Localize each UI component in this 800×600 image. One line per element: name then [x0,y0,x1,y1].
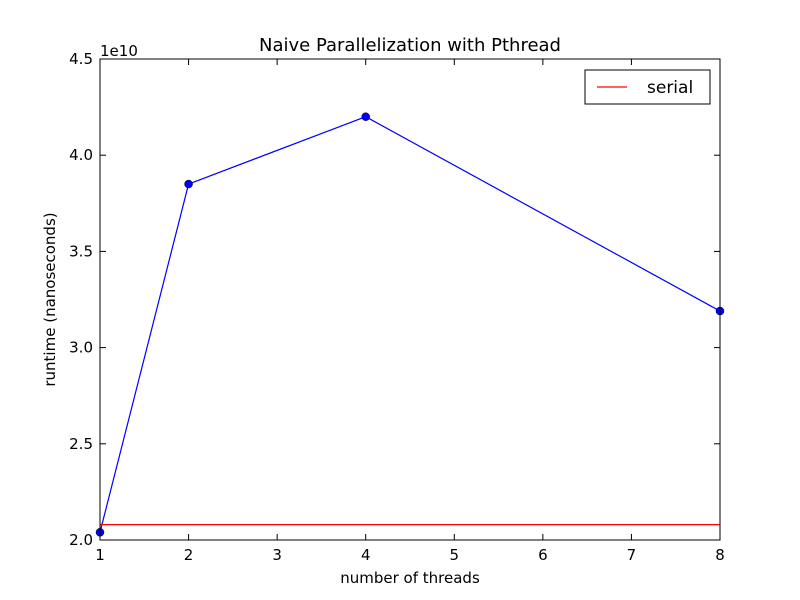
data-point [361,112,370,121]
x-tick-label: 2 [184,546,194,564]
y-tick-label: 3.5 [69,242,93,260]
y-tick-label: 2.0 [69,531,93,549]
x-tick-label: 6 [538,546,548,564]
x-axis-label: number of threads [340,569,480,587]
series-line-runtime [99,116,721,533]
data-point [184,179,193,189]
y-tick-label: 3.0 [69,339,93,357]
legend-label-serial: serial [647,78,693,98]
x-tick-label: 8 [715,546,725,564]
y-offset-label: 1e10 [100,42,138,60]
axes-layer [99,58,721,541]
ticks-layer: 1 2 3 4 5 6 7 8 2.0 2.5 3.0 3.5 4.0 4.5 [69,50,725,564]
x-tick-label: 1 [95,546,105,564]
y-tick-label: 2.5 [69,435,93,453]
y-tick-label: 4.0 [69,146,93,164]
x-tick-label: 7 [627,546,637,564]
chart-title: Naive Parallelization with Pthread [259,35,561,56]
y-tick-label: 4.5 [69,50,93,68]
axes-frame [99,58,721,541]
x-tick-label: 3 [272,546,282,564]
x-tick-label: 5 [450,546,460,564]
y-axis-label: runtime (nanoseconds) [41,212,59,386]
x-tick-label: 4 [361,546,371,564]
plot-layer [95,112,725,537]
legend: serial [584,69,711,105]
